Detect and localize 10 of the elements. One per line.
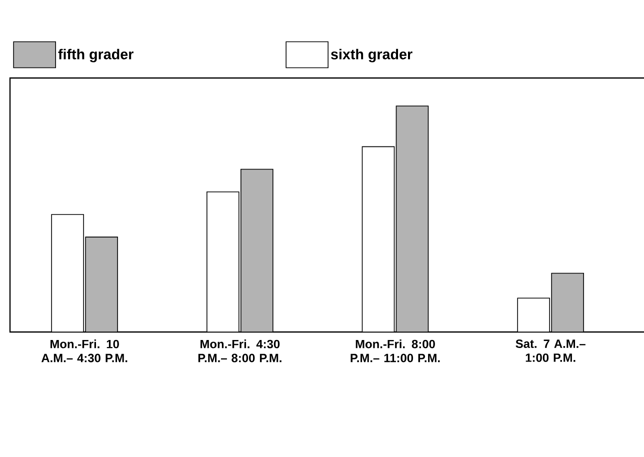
- x-tick-label: Sat. 7 A.M.– 1:00 P.M.: [516, 340, 586, 362]
- bar: [551, 272, 584, 332]
- x-tick-label: Mon.-Fri. 8:00 P.M.– 11:00 P.M.: [350, 340, 440, 362]
- bar: [396, 106, 429, 332]
- legend-label: fifth grader: [58, 48, 134, 62]
- bar: [85, 236, 118, 332]
- bar: [240, 168, 274, 332]
- x-tick-label: Mon.-Fri. 4:30 P.M.– 8:00 P.M.: [198, 340, 282, 362]
- legend-label: sixth grader: [330, 48, 412, 62]
- x-tick-label: Mon.-Fri. 10 A.M.– 4:30 P.M.: [41, 340, 128, 362]
